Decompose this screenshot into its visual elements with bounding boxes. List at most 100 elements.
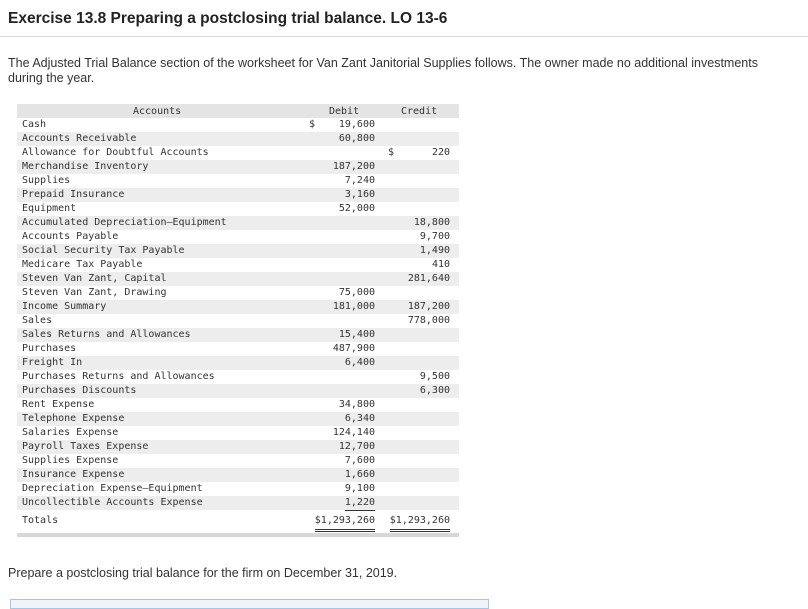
account-cell: Equipment xyxy=(22,203,77,214)
credit-cell: 1,490 xyxy=(419,245,450,256)
instruction-text: Prepare a postclosing trial balance for … xyxy=(8,566,398,580)
account-cell: Prepaid Insurance xyxy=(22,189,125,200)
credit-cell: 18,800 xyxy=(413,217,450,228)
account-cell: Sales xyxy=(22,315,53,326)
table-row: Rent Expense 34,800 xyxy=(17,398,459,412)
account-cell: Salaries Expense xyxy=(22,427,119,438)
table-bottom-bar xyxy=(17,533,459,537)
title-divider xyxy=(0,36,808,37)
table-row: Prepaid Insurance 3,160 xyxy=(17,188,459,202)
debit-cell: 19,600 xyxy=(338,119,375,130)
debit-cell: 75,000 xyxy=(338,287,375,298)
account-cell: Payroll Taxes Expense xyxy=(22,441,149,452)
credit-cell: 778,000 xyxy=(407,315,450,326)
table-row: Insurance Expense 1,660 xyxy=(17,468,459,482)
header-accounts: Accounts xyxy=(133,106,182,117)
totals-credit: $1,293,260 xyxy=(389,514,450,532)
table-row: Uncollectible Accounts Expense 1,220 xyxy=(17,496,459,511)
account-cell: Merchandise Inventory xyxy=(22,161,149,172)
debit-cell: 60,800 xyxy=(338,133,375,144)
header-credit: Credit xyxy=(401,106,438,117)
account-cell: Allowance for Doubtful Accounts xyxy=(22,147,209,158)
adjusted-trial-balance-table: Accounts Debit Credit Cash $19,600 Account… xyxy=(17,104,459,537)
table-row: Sales 778,000 xyxy=(17,314,459,328)
debit-cell: 15,400 xyxy=(338,329,375,340)
debit-cell: 124,140 xyxy=(332,427,375,438)
table-row: Social Security Tax Payable 1,490 xyxy=(17,244,459,258)
account-cell: Cash xyxy=(22,119,47,130)
account-cell: Steven Van Zant, Capital xyxy=(22,273,167,284)
account-cell: Social Security Tax Payable xyxy=(22,245,185,256)
debit-cell: 3,160 xyxy=(344,189,375,200)
answer-area[interactable] xyxy=(10,599,489,609)
table-row: Steven Van Zant, Capital 281,640 xyxy=(17,272,459,286)
table-row: Depreciation Expense—Equipment 9,100 xyxy=(17,482,459,496)
credit-cell: 9,700 xyxy=(419,231,450,242)
exercise-title: Exercise 13.8 Preparing a postclosing tr… xyxy=(8,10,448,27)
table-body: Cash $19,600 Accounts Receivable 60,800 Allo… xyxy=(17,118,459,511)
table-row: Purchases Returns and Allowances 9,500 xyxy=(17,370,459,384)
account-cell: Supplies xyxy=(22,175,71,186)
credit-dollar-sign: $ xyxy=(388,147,395,158)
totals-row: Totals $1,293,260 $1,293,260 xyxy=(17,510,459,532)
debit-cell: 6,400 xyxy=(344,357,375,368)
credit-cell: 187,200 xyxy=(407,301,450,312)
table-row: Supplies Expense 7,600 xyxy=(17,454,459,468)
table-row: Sales Returns and Allowances 15,400 xyxy=(17,328,459,342)
table-row: Accounts Receivable 60,800 xyxy=(17,132,459,146)
account-cell: Medicare Tax Payable xyxy=(22,259,143,270)
debit-cell: 181,000 xyxy=(332,301,375,312)
totals-label: Totals xyxy=(22,515,59,526)
table-row: Payroll Taxes Expense 12,700 xyxy=(17,440,459,454)
account-cell: Purchases xyxy=(22,343,77,354)
account-cell: Purchases Returns and Allowances xyxy=(22,371,215,382)
debit-cell: 9,100 xyxy=(344,483,375,494)
table-row: Income Summary 181,000 187,200 xyxy=(17,300,459,314)
account-cell: Steven Van Zant, Drawing xyxy=(22,287,167,298)
table-row: Supplies 7,240 xyxy=(17,174,459,188)
debit-cell: 6,340 xyxy=(344,413,375,424)
table-row: Salaries Expense 124,140 xyxy=(17,426,459,440)
debit-cell: 1,660 xyxy=(344,469,375,480)
account-cell: Supplies Expense xyxy=(22,455,119,466)
table-row: Cash $19,600 xyxy=(17,118,459,132)
debit-cell: 12,700 xyxy=(338,441,375,452)
account-cell: Purchases Discounts xyxy=(22,385,137,396)
debit-cell: 7,240 xyxy=(344,175,375,186)
account-cell: Sales Returns and Allowances xyxy=(22,329,191,340)
credit-cell: 281,640 xyxy=(407,273,450,284)
credit-cell: 220 xyxy=(431,147,450,158)
account-cell: Freight In xyxy=(22,357,83,368)
table-row: Medicare Tax Payable 410 xyxy=(17,258,459,272)
totals-debit: $1,293,260 xyxy=(314,514,375,532)
credit-cell: 9,500 xyxy=(419,371,450,382)
table-row: Telephone Expense 6,340 xyxy=(17,412,459,426)
table-header: Accounts Debit Credit xyxy=(17,104,459,118)
debit-cell: 487,900 xyxy=(332,343,375,354)
table-row: Purchases 487,900 xyxy=(17,342,459,356)
account-cell: Rent Expense xyxy=(22,399,95,410)
debit-cell: 7,600 xyxy=(344,455,375,466)
table-row: Accounts Payable 9,700 xyxy=(17,230,459,244)
intro-text: The Adjusted Trial Balance section of th… xyxy=(8,56,758,85)
account-cell: Insurance Expense xyxy=(22,469,125,480)
account-cell: Accounts Receivable xyxy=(22,133,137,144)
debit-cell: 34,800 xyxy=(338,399,375,410)
account-cell: Accounts Payable xyxy=(22,231,119,242)
debit-cell: 187,200 xyxy=(332,161,375,172)
table-row: Accumulated Depreciation—Equipment 18,800 xyxy=(17,216,459,230)
account-cell: Telephone Expense xyxy=(22,413,125,424)
credit-cell: 6,300 xyxy=(419,385,450,396)
account-cell: Income Summary xyxy=(22,301,107,312)
table-row: Merchandise Inventory 187,200 xyxy=(17,160,459,174)
debit-cell: 52,000 xyxy=(338,203,375,214)
account-cell: Uncollectible Accounts Expense xyxy=(22,497,203,508)
debit-cell: 1,220 xyxy=(344,496,375,511)
table-row: Steven Van Zant, Drawing 75,000 xyxy=(17,286,459,300)
table-row: Equipment 52,000 xyxy=(17,202,459,216)
table-row: Purchases Discounts 6,300 xyxy=(17,384,459,398)
account-cell: Accumulated Depreciation—Equipment xyxy=(22,217,227,228)
debit-dollar-sign: $ xyxy=(309,119,316,130)
header-debit: Debit xyxy=(329,106,360,117)
table-row: Freight In 6,400 xyxy=(17,356,459,370)
